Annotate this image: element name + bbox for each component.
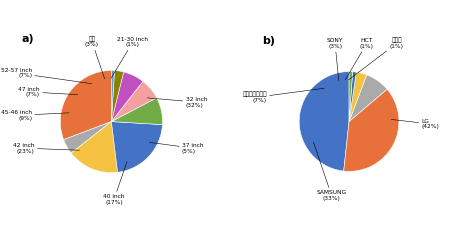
Text: 대우디스플레이
(7%): 대우디스플레이 (7%) xyxy=(242,88,324,103)
Text: 32 inch
(32%): 32 inch (32%) xyxy=(147,97,207,108)
Text: 47 inch
(7%): 47 inch (7%) xyxy=(18,86,78,97)
Text: LG
(42%): LG (42%) xyxy=(391,119,439,129)
Wedge shape xyxy=(111,72,143,122)
Text: 기타
(3%): 기타 (3%) xyxy=(85,36,105,79)
Text: SAMSUNG
(33%): SAMSUNG (33%) xyxy=(313,142,347,201)
Text: 45-46 inch
(9%): 45-46 inch (9%) xyxy=(1,110,69,121)
Text: a): a) xyxy=(22,34,34,44)
Text: 42 inch
(23%): 42 inch (23%) xyxy=(13,143,80,154)
Wedge shape xyxy=(111,70,114,122)
Text: HCT
(1%): HCT (1%) xyxy=(345,38,374,80)
Text: 52-57 inch
(7%): 52-57 inch (7%) xyxy=(1,68,92,84)
Text: 37 inch
(5%): 37 inch (5%) xyxy=(149,142,203,154)
Wedge shape xyxy=(349,75,387,121)
Wedge shape xyxy=(299,72,349,171)
Wedge shape xyxy=(111,122,163,172)
Text: 40 inch
(17%): 40 inch (17%) xyxy=(103,162,127,205)
Wedge shape xyxy=(64,122,111,153)
Text: 에이텍
(1%): 에이텍 (1%) xyxy=(349,38,403,80)
Wedge shape xyxy=(349,72,367,121)
Wedge shape xyxy=(111,70,124,122)
Wedge shape xyxy=(71,122,118,173)
Text: b): b) xyxy=(262,36,275,46)
Wedge shape xyxy=(344,89,399,171)
Wedge shape xyxy=(111,98,163,125)
Wedge shape xyxy=(349,72,356,121)
Wedge shape xyxy=(60,70,111,140)
Text: SONY
(3%): SONY (3%) xyxy=(327,38,344,80)
Text: 21-30 inch
(1%): 21-30 inch (1%) xyxy=(111,37,148,79)
Wedge shape xyxy=(111,81,157,122)
Wedge shape xyxy=(349,72,353,121)
